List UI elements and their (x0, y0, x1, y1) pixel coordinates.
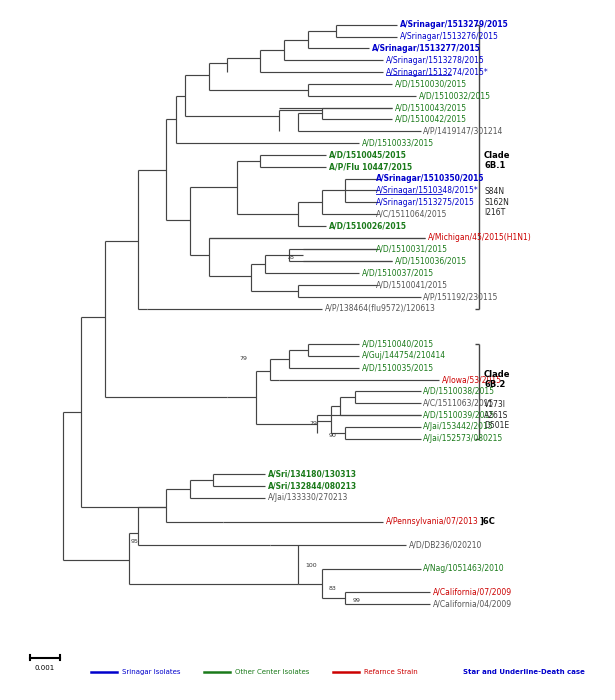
Text: A/Jai/152573/080215: A/Jai/152573/080215 (423, 434, 504, 443)
Text: Srinagar Isolates: Srinagar Isolates (122, 669, 180, 675)
Text: 100: 100 (305, 563, 317, 568)
Text: A/D/1510033/2015: A/D/1510033/2015 (362, 139, 434, 148)
Text: A/D/1510041/2015: A/D/1510041/2015 (376, 281, 448, 289)
Text: Star and Underline-Death case: Star and Underline-Death case (463, 669, 585, 675)
Text: A/Jai/133330/270213: A/Jai/133330/270213 (268, 494, 348, 503)
Text: A/D/1510045/2015: A/D/1510045/2015 (329, 150, 407, 160)
Text: A/D/1510030/2015: A/D/1510030/2015 (395, 79, 467, 88)
Text: A/P/151192/230115: A/P/151192/230115 (423, 293, 499, 301)
Text: A/Sri/134180/130313: A/Sri/134180/130313 (268, 470, 357, 479)
Text: A/D/1510042/2015: A/D/1510042/2015 (395, 115, 467, 124)
Text: A/P/1419147/301214: A/P/1419147/301214 (423, 127, 504, 136)
Text: ]6C: ]6C (479, 517, 495, 526)
Text: 99: 99 (352, 598, 360, 603)
Text: A/P/Flu 10447/2015: A/P/Flu 10447/2015 (329, 162, 412, 172)
Text: A/P/138464(flu9572)/120613: A/P/138464(flu9572)/120613 (325, 304, 435, 313)
Text: A/Srinagar/1513277/2015: A/Srinagar/1513277/2015 (371, 44, 480, 53)
Text: 0.001: 0.001 (35, 664, 55, 671)
Text: 95: 95 (131, 539, 139, 544)
Text: 78: 78 (287, 255, 294, 260)
Text: A/D/1510036/2015: A/D/1510036/2015 (395, 257, 467, 266)
Text: V173I
A261S
D501E: V173I A261S D501E (484, 400, 509, 430)
Text: A/Pennsylvania/07/2013: A/Pennsylvania/07/2013 (386, 517, 478, 526)
Text: A/Nag/1051463/2010: A/Nag/1051463/2010 (423, 564, 505, 573)
Text: A/Jai/153442/2015: A/Jai/153442/2015 (423, 422, 494, 431)
Text: A/D/1510039/2015: A/D/1510039/2015 (423, 411, 496, 419)
Text: 83: 83 (328, 587, 336, 592)
Text: Clade
6B.2: Clade 6B.2 (484, 370, 510, 389)
Text: A/Michigan/45/2015(H1N1): A/Michigan/45/2015(H1N1) (428, 233, 532, 242)
Text: A/Srinagar/1513279/2015: A/Srinagar/1513279/2015 (400, 20, 509, 29)
Text: A/C/1511064/2015: A/C/1511064/2015 (376, 209, 448, 218)
Text: A/D/1510043/2015: A/D/1510043/2015 (395, 103, 467, 112)
Text: A/Guj/144754/210414: A/Guj/144754/210414 (362, 351, 446, 360)
Text: Clade
6B.1: Clade 6B.1 (484, 151, 510, 171)
Text: A/D/DB236/020210: A/D/DB236/020210 (409, 540, 483, 550)
Text: 79: 79 (310, 421, 318, 426)
Text: A/Srinagar/1513278/2015: A/Srinagar/1513278/2015 (386, 56, 485, 64)
Text: A/D/1510035/2015: A/D/1510035/2015 (362, 363, 434, 372)
Text: Refarnce Strain: Refarnce Strain (364, 669, 418, 675)
Text: A/Srinagar/1513275/2015: A/Srinagar/1513275/2015 (376, 197, 475, 206)
Text: A/C/1511063/2015: A/C/1511063/2015 (423, 399, 494, 407)
Text: A/D/1510038/2015: A/D/1510038/2015 (423, 387, 495, 396)
Text: A/D/1510032/2015: A/D/1510032/2015 (419, 91, 491, 100)
Text: A/Sri/132844/080213: A/Sri/132844/080213 (268, 482, 357, 491)
Text: A/Iowa/53/2015: A/Iowa/53/2015 (442, 375, 502, 384)
Text: 90: 90 (328, 433, 336, 438)
Text: A/Srinagar/1510348/2015*: A/Srinagar/1510348/2015* (376, 186, 479, 195)
Text: A/D/1510037/2015: A/D/1510037/2015 (362, 269, 434, 278)
Text: A/D/1510026/2015: A/D/1510026/2015 (329, 221, 407, 230)
Text: Other Center Isolates: Other Center Isolates (234, 669, 309, 675)
Text: 79: 79 (239, 356, 247, 360)
Text: A/D/1510031/2015: A/D/1510031/2015 (376, 245, 448, 254)
Text: A/California/07/2009: A/California/07/2009 (433, 588, 512, 597)
Text: A/Srinagar/1513276/2015: A/Srinagar/1513276/2015 (400, 32, 499, 41)
Text: A/California/04/2009: A/California/04/2009 (433, 600, 512, 609)
Text: A/Srinagar/1513274/2015*: A/Srinagar/1513274/2015* (386, 68, 488, 76)
Text: A/Srinagar/1510350/2015: A/Srinagar/1510350/2015 (376, 174, 485, 183)
Text: S84N
S162N
I216T: S84N S162N I216T (484, 188, 509, 217)
Text: A/D/1510040/2015: A/D/1510040/2015 (362, 340, 434, 349)
